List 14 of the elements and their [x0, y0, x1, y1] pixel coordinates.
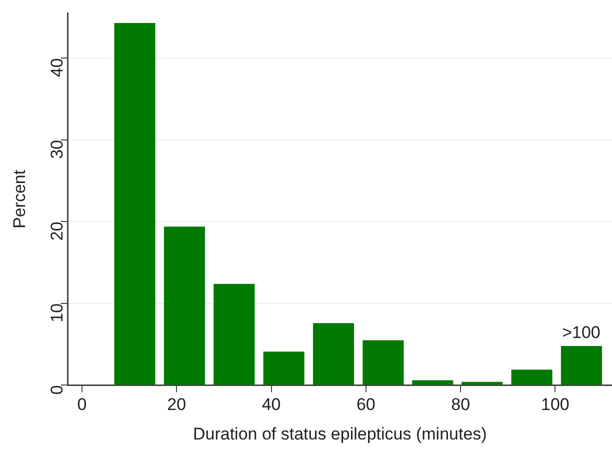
- x-tick-label: 40: [262, 395, 281, 414]
- x-tick-label: 60: [356, 395, 376, 414]
- y-tick-label: 40: [47, 58, 66, 78]
- x-tick-label: 80: [451, 395, 470, 414]
- y-tick-label: 0: [47, 385, 66, 395]
- x-axis-title: Duration of status epilepticus (minutes): [192, 424, 487, 444]
- x-tick-label: 20: [167, 395, 186, 414]
- y-tick-label: 30: [47, 140, 66, 159]
- x-tick-label: 0: [77, 395, 87, 414]
- y-tick-label: 10: [47, 303, 66, 322]
- y-tick-label: 20: [47, 222, 66, 241]
- y-axis-title: Percent: [10, 170, 29, 228]
- x-tick-label: 100: [541, 395, 570, 414]
- annotation: >100: [562, 323, 600, 342]
